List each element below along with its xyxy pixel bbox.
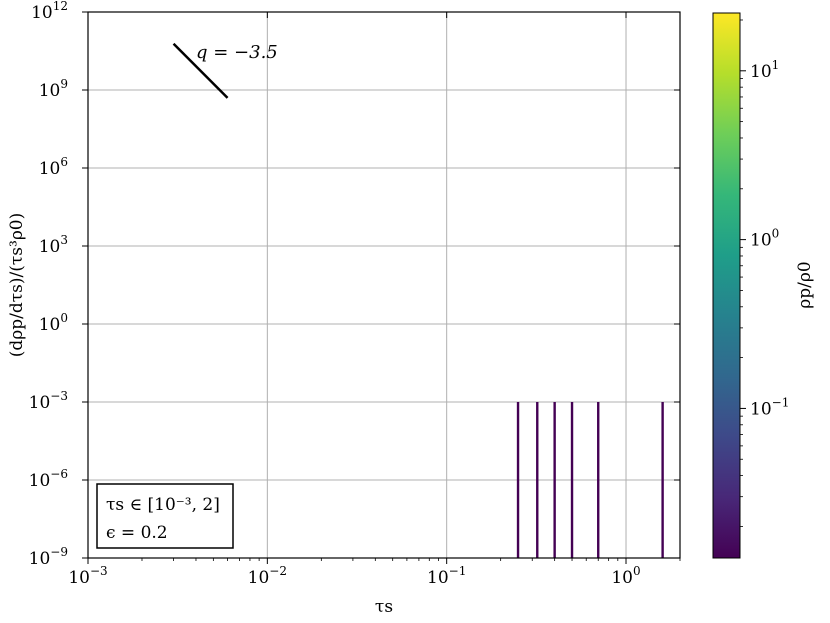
parameter-textbox — [96, 483, 234, 549]
x-tick-label: 10−2 — [248, 564, 287, 588]
slope-annotation: q = −3.5 — [196, 42, 278, 63]
y-tick-label: 10−9 — [29, 545, 68, 569]
x-tick-label: 10−3 — [68, 564, 107, 588]
y-axis-label: (dρp/dτs)/(τs³ρ0) — [7, 213, 27, 358]
x-tick-label: 100 — [611, 564, 640, 588]
colorbar-ticks: 10−1 100 101 — [740, 19, 789, 527]
y-tick-label: 10−6 — [29, 467, 68, 491]
y-tick-label: 106 — [39, 155, 68, 179]
y-tick-label: 1012 — [31, 0, 68, 23]
y-tick-label: 10−3 — [29, 389, 68, 413]
grid-layer — [87, 11, 680, 559]
colorbar-tick-label: 101 — [750, 58, 779, 82]
y-tick-label: 109 — [39, 77, 68, 101]
x-axis-label: τs — [375, 597, 393, 617]
plot-frame — [87, 11, 681, 559]
y-tick-label: 103 — [39, 233, 68, 257]
colorbar-label: ρp/ρ0 — [795, 261, 815, 308]
textbox-line-1: τs ∈ [10⁻³, 2] — [106, 495, 220, 515]
colorbar — [712, 12, 741, 559]
x-tick-label: 10−1 — [427, 564, 466, 588]
colorbar-tick-label: 100 — [750, 227, 779, 251]
textbox-line-2: ϵ = 0.2 — [106, 523, 168, 543]
slope-reference-line — [172, 42, 229, 99]
tick-layer: 10−3 10−2 10−1 100 1012 109 106 103 100 10−3 10−6 1… — [29, 0, 681, 588]
colorbar-tick-label: 10−1 — [750, 395, 789, 419]
y-tick-label: 100 — [39, 311, 68, 335]
series-layer — [516, 402, 664, 558]
